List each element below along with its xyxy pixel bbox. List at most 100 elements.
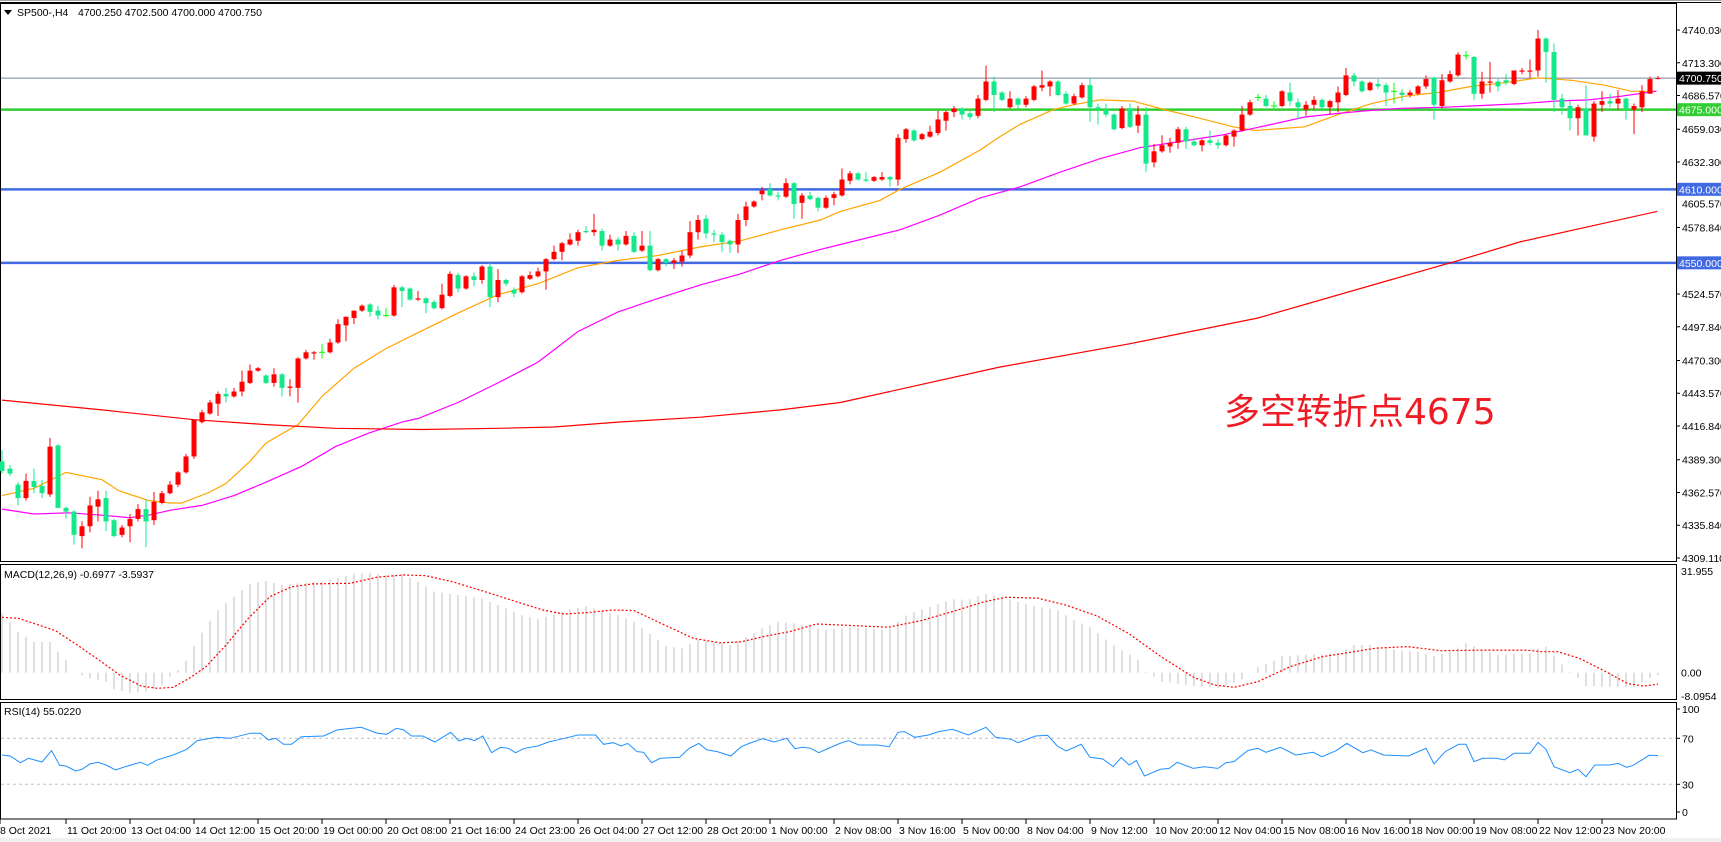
candle (511, 287, 517, 298)
candle (943, 110, 949, 131)
candle (735, 213, 741, 254)
candle (655, 257, 661, 272)
candle (375, 305, 381, 320)
candle (1255, 93, 1261, 102)
candle (1439, 74, 1445, 109)
time-label: 20 Oct 08:00 (387, 825, 447, 837)
candle (863, 172, 869, 182)
triangle-down-icon[interactable] (4, 10, 12, 15)
candle-body (831, 194, 837, 198)
time-label: 16 Nov 16:00 (1347, 825, 1410, 837)
candle (167, 480, 173, 495)
candle-body (1279, 91, 1285, 107)
candle (263, 374, 269, 385)
candle-body (39, 485, 45, 494)
time-label: 19 Nov 08:00 (1475, 825, 1538, 837)
candle (1543, 37, 1549, 83)
candle (807, 191, 813, 201)
candle-body (1335, 92, 1341, 103)
candle (663, 257, 669, 267)
macd-axis-label: 0.00 (1681, 668, 1702, 680)
time-label: 23 Nov 20:00 (1603, 825, 1666, 837)
price-label: 4713.300 (1682, 58, 1721, 70)
candle (1375, 79, 1381, 89)
candle (231, 387, 237, 398)
candle (343, 316, 349, 342)
candle (1015, 97, 1021, 109)
candle-body (1263, 98, 1269, 107)
candle-body (599, 230, 605, 246)
candle (1599, 91, 1605, 113)
candle-body (647, 245, 653, 271)
candle (127, 514, 133, 543)
candle (1487, 61, 1493, 93)
candle-body (335, 324, 341, 343)
candle-body (471, 276, 477, 280)
candle (1231, 129, 1237, 147)
candle (303, 349, 309, 360)
candle (1215, 139, 1221, 149)
candle (1167, 137, 1173, 153)
candle-body (687, 232, 693, 256)
time-label: 5 Nov 00:00 (963, 825, 1020, 837)
candle (79, 521, 85, 549)
rsi-panel[interactable]: RSI(14) 55.0220 (0, 702, 1677, 820)
candle (575, 229, 581, 246)
candle-body (1295, 102, 1301, 108)
candle-body (1079, 85, 1085, 98)
candle-body (1127, 108, 1133, 127)
candle (815, 196, 821, 212)
candle (359, 304, 365, 312)
candle-body (1199, 140, 1205, 146)
candle (1079, 82, 1085, 99)
candle (639, 230, 645, 252)
price-axis[interactable]: 4740.030 4713.300 4686.570 4659.030 4632.300… (1676, 25, 1721, 565)
candle-body (223, 393, 229, 397)
price-badge-label: 4550.000 (1679, 258, 1721, 270)
candle-body (487, 266, 493, 298)
candle (975, 94, 981, 119)
candle-body (63, 507, 69, 512)
candle-body (1175, 129, 1181, 143)
macd-axis-label: -8.0954 (1681, 691, 1717, 703)
main-price-panel[interactable]: 多空转折点4675 SP500-,H4 4700.250 4702.500 47… (0, 3, 1677, 562)
candle (1503, 74, 1509, 86)
candle (1423, 75, 1429, 89)
price-label: 4659.030 (1682, 124, 1721, 136)
price-label: 4389.300 (1682, 455, 1721, 467)
candle (1559, 93, 1565, 115)
candle-body (535, 271, 541, 277)
candle (47, 438, 53, 497)
candle-body (1167, 142, 1173, 147)
candle (31, 468, 37, 494)
time-label: 26 Oct 04:00 (579, 825, 639, 837)
time-axis[interactable]: 8 Oct 2021 11 Oct 20:00 13 Oct 04:00 14 Oct… (0, 819, 1666, 837)
rsi-line (1, 726, 1659, 778)
candle-body (1431, 77, 1437, 105)
candle-body (239, 381, 245, 392)
candle-body (1287, 92, 1293, 102)
candle-body (583, 230, 589, 233)
candle-body (847, 173, 853, 181)
candle-body (1439, 80, 1445, 107)
candle (1087, 77, 1093, 122)
candle (503, 278, 509, 287)
candle (1199, 139, 1205, 152)
candle (287, 379, 293, 397)
time-label: 13 Oct 04:00 (131, 825, 191, 837)
candle-body (1655, 78, 1661, 80)
candle (55, 444, 61, 508)
candle-body (879, 177, 885, 180)
rsi-axis-label: 0 (1682, 807, 1688, 819)
candle (383, 308, 389, 317)
candle-body (1319, 99, 1325, 108)
candle-body (447, 273, 453, 296)
candle (223, 387, 229, 403)
macd-panel[interactable]: MACD(12,26,9) -0.6977 -3.5937 (0, 564, 1677, 700)
candle-body (327, 342, 333, 353)
candle (727, 239, 733, 254)
candle-body (1151, 151, 1157, 163)
bottom-scrollbar-strip[interactable] (0, 838, 1721, 842)
